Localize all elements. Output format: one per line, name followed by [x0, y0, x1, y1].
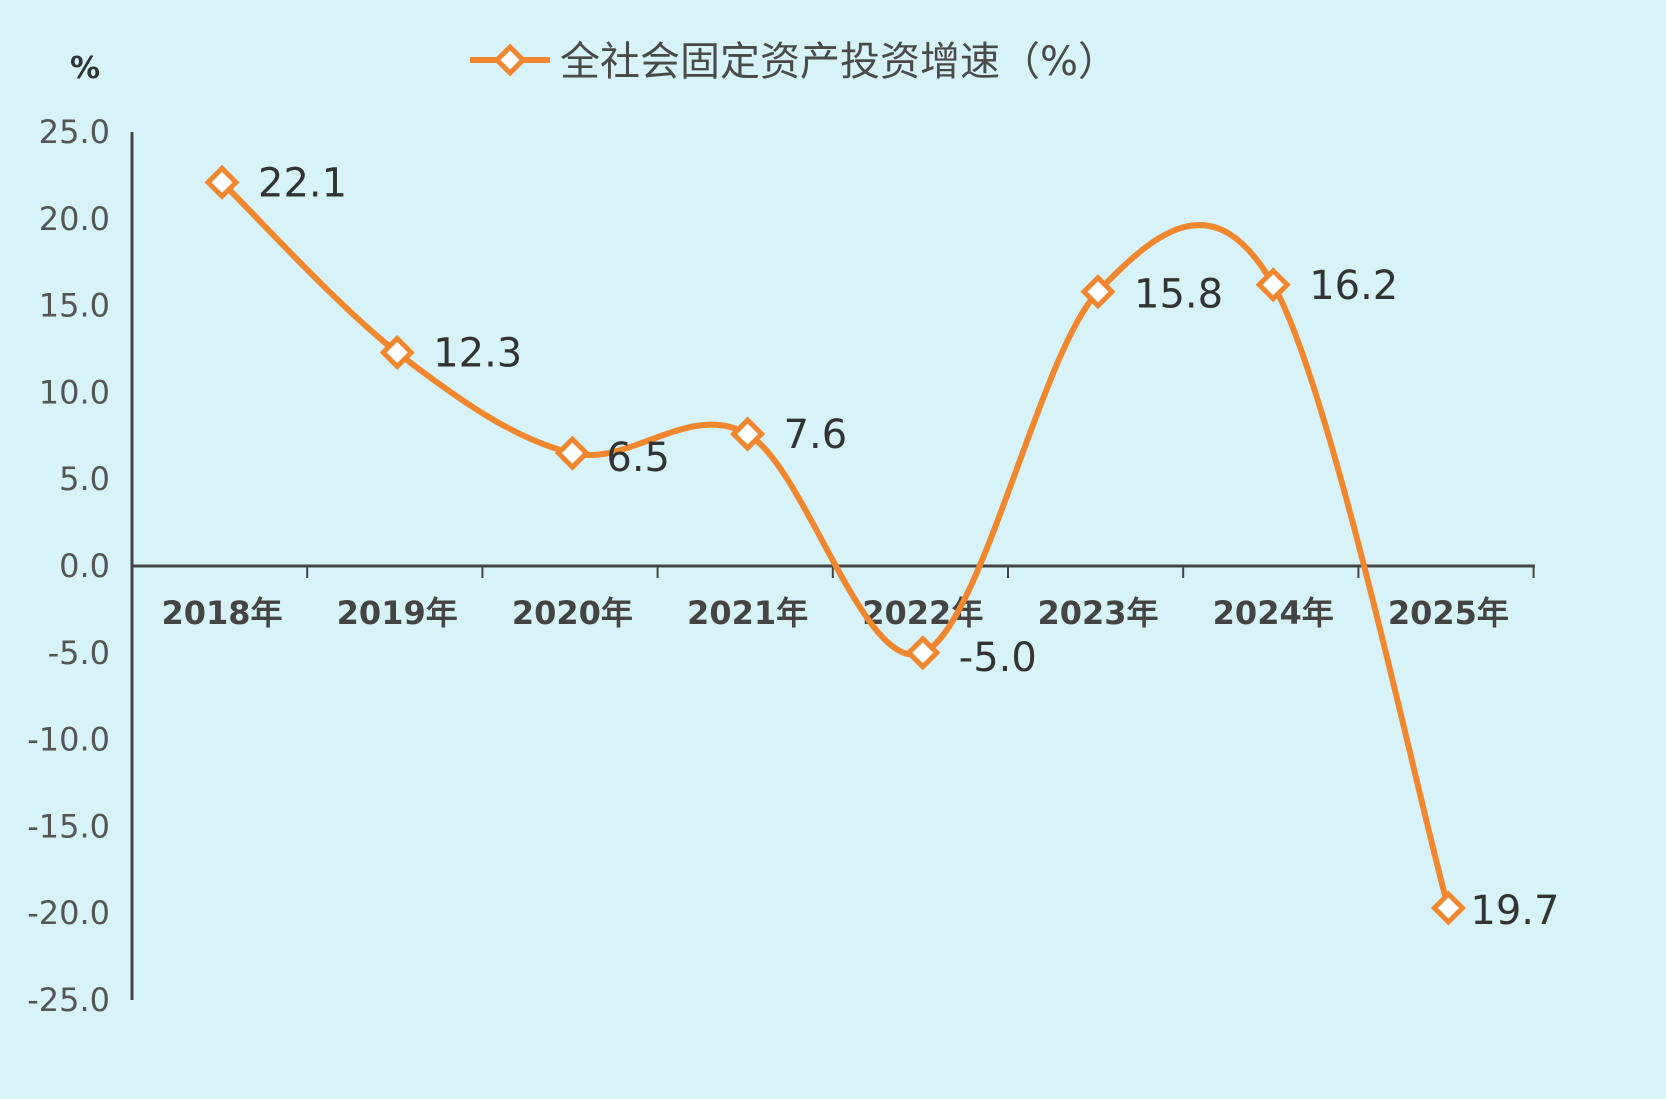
data-point-marker	[554, 435, 590, 471]
data-label: 15.8	[1134, 272, 1223, 318]
x-tick-label: 2019年	[337, 594, 458, 632]
x-tick-label: 2020年	[512, 594, 633, 632]
legend: 全社会固定资产投资增速（%）	[470, 39, 1118, 85]
x-tick-label: 2018年	[161, 594, 282, 632]
x-tick-label: 2023年	[1037, 594, 1158, 632]
data-label: -5.0	[959, 635, 1037, 681]
x-tick-label: 2025年	[1388, 594, 1509, 632]
series-line-group: 22.1 12.3 6.5 7.6 -5.0 15.8 16.2 19.7	[204, 160, 1559, 934]
data-point-marker	[1255, 267, 1291, 303]
y-tick-label: -15.0	[27, 807, 110, 845]
data-label: 19.7	[1470, 888, 1559, 934]
legend-label: 全社会固定资产投资增速（%）	[560, 39, 1118, 85]
data-label: 16.2	[1309, 263, 1398, 309]
y-tick-label: -20.0	[27, 894, 110, 932]
x-tick-label: 2021年	[687, 594, 808, 632]
data-label: 7.6	[784, 412, 848, 458]
data-point-marker	[379, 334, 415, 371]
y-tick-label: 25.0	[39, 113, 110, 151]
data-point-marker	[905, 635, 941, 671]
y-tick-label: 20.0	[39, 200, 110, 238]
y-tick-label: 5.0	[59, 460, 110, 498]
data-point-marker	[204, 164, 240, 200]
y-axis-unit: %	[70, 51, 100, 86]
y-tick-label: -10.0	[27, 721, 110, 759]
data-label: 6.5	[606, 435, 670, 481]
y-tick-label: 0.0	[59, 547, 110, 585]
data-point-marker	[1080, 274, 1116, 310]
data-label: 12.3	[433, 330, 522, 376]
y-axis: 25.0 20.0 15.0 10.0 5.0 0.0 -5.0 -10.0 -15.0 -20.…	[27, 113, 134, 1019]
data-label: 22.1	[258, 160, 347, 206]
data-point-marker	[730, 416, 766, 452]
y-tick-label: -5.0	[48, 634, 110, 672]
x-tick-label: 2024年	[1213, 594, 1334, 632]
legend-diamond-marker	[493, 43, 527, 77]
x-axis: 2018年 2019年 2020年 2021年 2022年 2023年 2024年 2025年	[132, 564, 1535, 632]
y-tick-label: 10.0	[39, 373, 110, 411]
y-tick-label: -25.0	[27, 981, 110, 1019]
y-tick-label: 15.0	[39, 287, 110, 325]
data-point-marker	[1430, 890, 1466, 926]
